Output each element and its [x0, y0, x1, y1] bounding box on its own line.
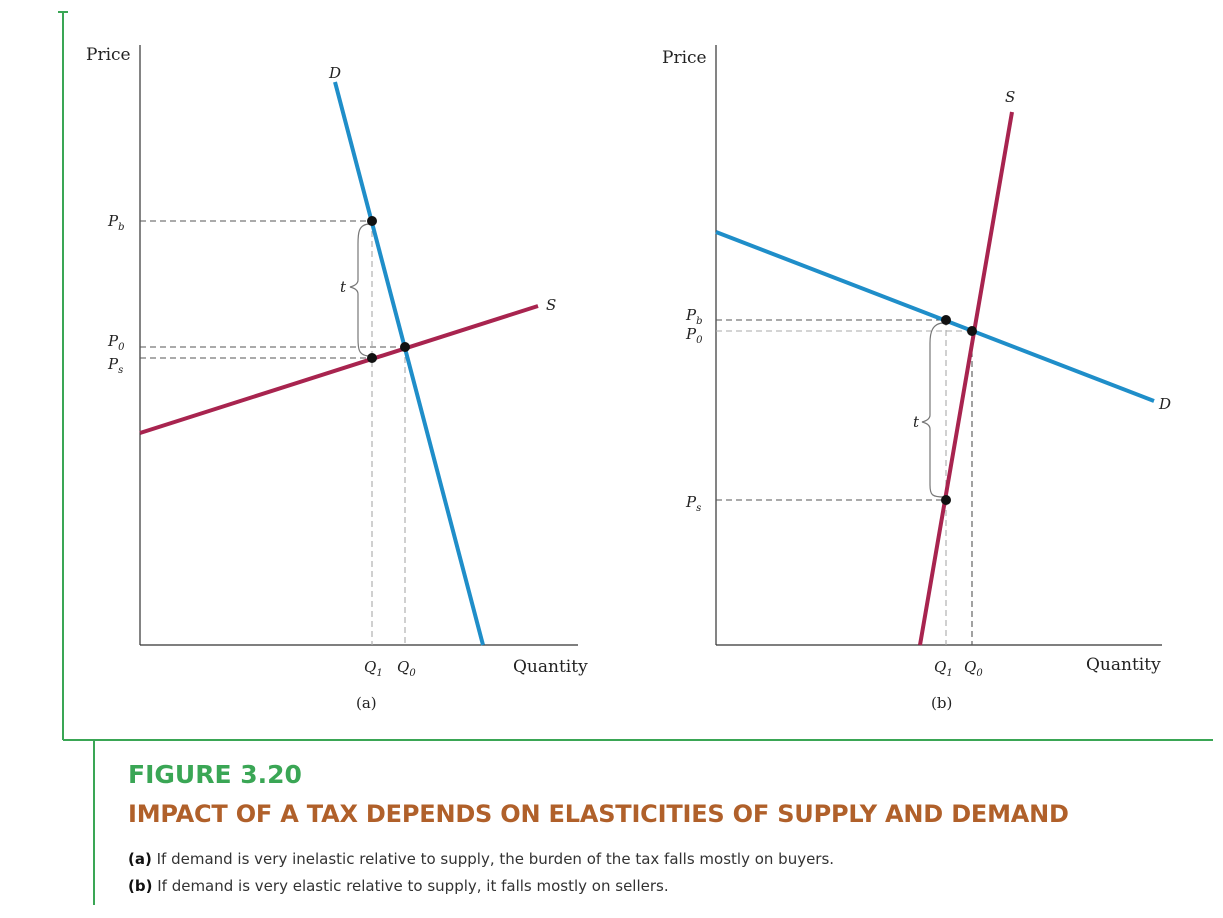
panel-b-supply-label: S — [1005, 88, 1015, 106]
panel-b-point-ps — [941, 495, 951, 505]
panel-a-quantity-label-q0: Q0 — [397, 658, 416, 679]
panel-b-quantity-label-q1: Q1 — [934, 658, 953, 679]
panel-b-quantity-label-q0: Q0 — [964, 658, 983, 679]
panel-a-label: (a) — [356, 694, 377, 712]
panel-b-tax-label: t — [913, 413, 920, 431]
panel-b-x-axis-title: Quantity — [1086, 655, 1161, 675]
panel-a: Price Quantity t D S Pb P0 Ps Q1 Q0 (a) — [86, 45, 588, 712]
panel-a-price-label-p0: P0 — [107, 332, 125, 353]
panel-a-point-pb — [367, 216, 377, 226]
panel-b-price-label-pb: Pb — [685, 306, 703, 327]
panel-b-guide-lines — [716, 319, 973, 645]
panel-b-point-equilibrium — [967, 326, 977, 336]
panel-a-demand-label: D — [328, 64, 341, 82]
panel-b-price-label-p0: P0 — [685, 325, 703, 346]
panel-a-point-equilibrium — [400, 342, 410, 352]
panel-b-tax-brace — [921, 322, 945, 498]
panel-a-y-axis-title: Price — [86, 45, 131, 65]
figure-number: FIGURE 3.20 — [128, 760, 302, 789]
caption-a-text: If demand is very inelastic relative to … — [151, 850, 835, 868]
panel-b: Price Quantity t S D Pb P0 Ps Q1 Q0 (b) — [662, 45, 1171, 712]
panel-a-point-ps — [367, 353, 377, 363]
caption-a: (a) If demand is very inelastic relative… — [128, 850, 834, 868]
caption-b-text: If demand is very elastic relative to su… — [152, 877, 669, 895]
panel-a-tax-brace — [349, 223, 371, 357]
panel-b-price-label-ps: Ps — [685, 493, 701, 514]
panel-a-supply-label: S — [546, 296, 556, 314]
caption-b: (b) If demand is very elastic relative t… — [128, 877, 669, 895]
panel-b-supply-curve — [918, 111, 1014, 646]
panel-a-demand-curve — [333, 81, 485, 646]
panel-a-supply-curve — [139, 304, 539, 435]
panel-b-demand-label: D — [1158, 395, 1171, 413]
panel-b-label: (b) — [931, 694, 952, 712]
panel-b-y-axis-title: Price — [662, 48, 707, 68]
panel-a-price-label-ps: Ps — [107, 355, 123, 376]
caption-b-label: (b) — [128, 877, 153, 895]
panel-a-guide-lines — [140, 220, 406, 645]
figure-frame — [58, 11, 1213, 905]
panel-a-tax-label: t — [340, 278, 347, 296]
caption-a-label: (a) — [128, 850, 152, 868]
panel-a-x-axis-title: Quantity — [513, 657, 588, 677]
figure-title: IMPACT OF A TAX DEPENDS ON ELASTICITIES … — [128, 800, 1069, 828]
panel-a-price-label-pb: Pb — [107, 212, 125, 233]
panel-b-point-pb — [941, 315, 951, 325]
panel-b-demand-curve — [715, 230, 1155, 403]
panel-a-quantity-label-q1: Q1 — [364, 658, 383, 679]
